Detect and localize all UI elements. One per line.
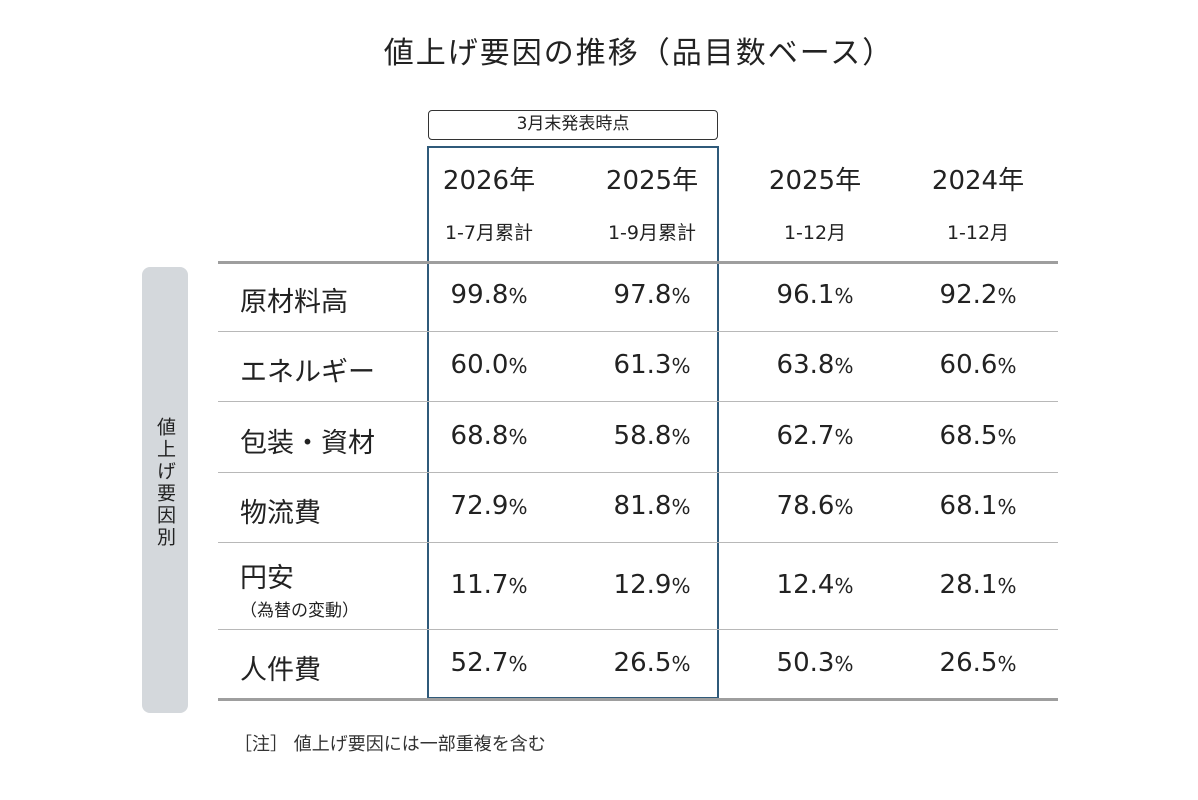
side-label-text: 値上げ要因別 xyxy=(154,417,176,549)
row-label-energy: エネルギー xyxy=(240,357,375,388)
value-cell: 97.8% xyxy=(572,280,732,310)
value-number: 92.2 xyxy=(939,280,998,310)
column-year-4: 2024年 xyxy=(931,166,1025,196)
value-unit: % xyxy=(997,652,1017,676)
row-sublabel-weak-yen: （為替の変動） xyxy=(240,601,359,621)
row-divider xyxy=(218,629,1058,630)
row-label-labor: 人件費 xyxy=(240,655,321,686)
row-divider xyxy=(218,331,1058,332)
value-unit: % xyxy=(997,495,1017,519)
value-unit: % xyxy=(834,425,854,449)
value-cell: 58.8% xyxy=(572,421,732,451)
value-cell: 96.1% xyxy=(735,280,895,310)
value-unit: % xyxy=(508,354,528,378)
value-number: 52.7 xyxy=(450,648,509,678)
value-number: 97.8 xyxy=(613,280,672,310)
value-cell: 60.0% xyxy=(409,350,569,380)
value-number: 61.3 xyxy=(613,350,672,380)
value-number: 96.1 xyxy=(776,280,835,310)
value-unit: % xyxy=(997,284,1017,308)
value-unit: % xyxy=(834,284,854,308)
column-year-2: 2025年 xyxy=(605,166,699,196)
value-unit: % xyxy=(997,574,1017,598)
value-unit: % xyxy=(508,652,528,676)
value-cell: 78.6% xyxy=(735,491,895,521)
value-cell: 61.3% xyxy=(572,350,732,380)
value-number: 81.8 xyxy=(613,491,672,521)
value-number: 68.5 xyxy=(939,421,998,451)
value-number: 99.8 xyxy=(450,280,509,310)
value-number: 72.9 xyxy=(450,491,509,521)
value-unit: % xyxy=(671,425,691,449)
value-number: 60.6 xyxy=(939,350,998,380)
value-number: 58.8 xyxy=(613,421,672,451)
highlight-label: 3月末発表時点 xyxy=(428,110,718,140)
value-number: 60.0 xyxy=(450,350,509,380)
value-number: 28.1 xyxy=(939,570,998,600)
value-cell: 62.7% xyxy=(735,421,895,451)
column-period-1: 1-7月累計 xyxy=(444,222,534,244)
value-unit: % xyxy=(508,495,528,519)
value-number: 68.8 xyxy=(450,421,509,451)
value-number: 50.3 xyxy=(776,648,835,678)
value-cell: 68.8% xyxy=(409,421,569,451)
chart-title: 値上げ要因の推移（品目数ベース） xyxy=(383,36,895,71)
value-number: 63.8 xyxy=(776,350,835,380)
value-unit: % xyxy=(671,574,691,598)
value-number: 78.6 xyxy=(776,491,835,521)
value-unit: % xyxy=(508,425,528,449)
value-cell: 28.1% xyxy=(898,570,1058,600)
footnote: ［注］ 値上げ要因には一部重複を含む xyxy=(234,734,546,755)
value-cell: 92.2% xyxy=(898,280,1058,310)
value-unit: % xyxy=(834,354,854,378)
side-label: 値上げ要因別 xyxy=(142,267,188,713)
column-year-1: 2026年 xyxy=(442,166,536,196)
value-cell: 26.5% xyxy=(572,648,732,678)
value-cell: 72.9% xyxy=(409,491,569,521)
value-cell: 12.4% xyxy=(735,570,895,600)
value-cell: 99.8% xyxy=(409,280,569,310)
value-number: 11.7 xyxy=(450,570,509,600)
value-number: 68.1 xyxy=(939,491,998,521)
value-unit: % xyxy=(671,652,691,676)
value-unit: % xyxy=(508,284,528,308)
value-number: 12.4 xyxy=(776,570,835,600)
row-divider xyxy=(218,472,1058,473)
row-label-raw-materials: 原材料高 xyxy=(240,287,348,318)
value-unit: % xyxy=(671,284,691,308)
value-cell: 68.1% xyxy=(898,491,1058,521)
row-divider xyxy=(218,401,1058,402)
value-cell: 60.6% xyxy=(898,350,1058,380)
value-cell: 63.8% xyxy=(735,350,895,380)
value-number: 26.5 xyxy=(613,648,672,678)
column-period-3: 1-12月 xyxy=(783,222,847,244)
value-unit: % xyxy=(671,354,691,378)
value-number: 12.9 xyxy=(613,570,672,600)
table-top-rule xyxy=(218,261,1058,264)
value-unit: % xyxy=(671,495,691,519)
value-cell: 26.5% xyxy=(898,648,1058,678)
row-label-weak-yen: 円安 xyxy=(240,563,294,594)
value-unit: % xyxy=(834,652,854,676)
row-divider xyxy=(218,542,1058,543)
value-cell: 81.8% xyxy=(572,491,732,521)
value-cell: 52.7% xyxy=(409,648,569,678)
value-cell: 12.9% xyxy=(572,570,732,600)
column-year-3: 2025年 xyxy=(768,166,862,196)
table-bottom-rule xyxy=(218,698,1058,701)
value-cell: 50.3% xyxy=(735,648,895,678)
value-cell: 11.7% xyxy=(409,570,569,600)
value-unit: % xyxy=(834,574,854,598)
column-period-2: 1-9月累計 xyxy=(607,222,697,244)
value-unit: % xyxy=(508,574,528,598)
value-unit: % xyxy=(834,495,854,519)
value-unit: % xyxy=(997,425,1017,449)
row-label-logistics: 物流費 xyxy=(240,498,321,529)
value-unit: % xyxy=(997,354,1017,378)
row-label-packaging: 包装・資材 xyxy=(240,428,375,459)
column-period-4: 1-12月 xyxy=(946,222,1010,244)
value-cell: 68.5% xyxy=(898,421,1058,451)
value-number: 26.5 xyxy=(939,648,998,678)
value-number: 62.7 xyxy=(776,421,835,451)
